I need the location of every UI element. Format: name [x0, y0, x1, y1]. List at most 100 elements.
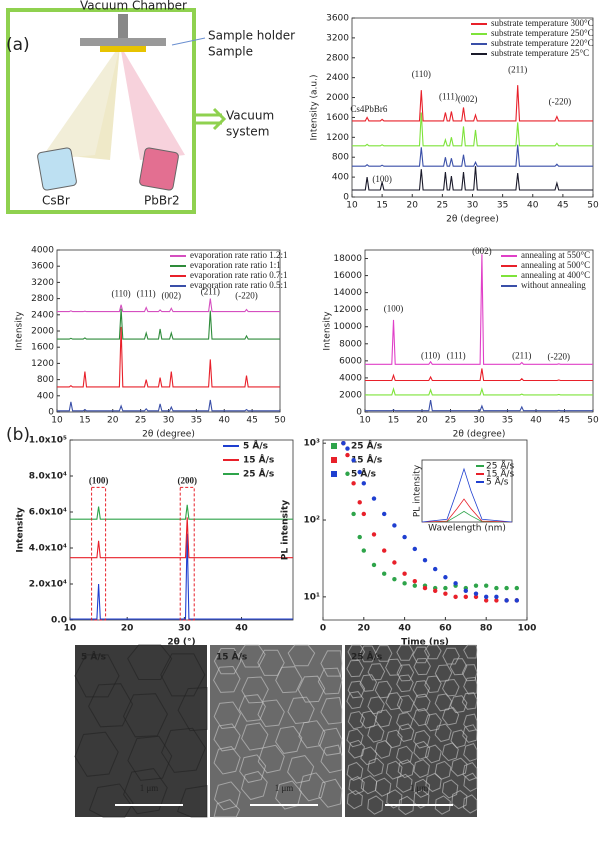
beam-right	[120, 45, 185, 160]
grain	[346, 659, 364, 678]
source-label: CsBr	[42, 194, 70, 208]
grain	[367, 724, 385, 743]
y-axis-label: Intensity (a.u.)	[310, 75, 320, 141]
data-point	[402, 571, 407, 576]
grain	[238, 644, 266, 668]
sem-image: 25 Å/s 1 μm	[345, 644, 478, 817]
x-axis-label: 2θ (degree)	[446, 215, 499, 225]
grain	[127, 644, 173, 680]
data-point	[392, 576, 397, 582]
grain	[425, 772, 442, 793]
y-tick-label: 2400	[326, 73, 349, 83]
legend-swatch	[331, 457, 337, 463]
x-tick-label: 25	[437, 201, 448, 211]
legend-label: 25 Å/s	[351, 441, 382, 452]
grain	[424, 744, 442, 764]
x-tick-label: 20	[407, 201, 419, 211]
x-axis-label: Time (ns)	[401, 638, 449, 648]
annotation: (200)	[177, 475, 197, 485]
data-point	[514, 585, 519, 591]
data-point	[514, 598, 519, 603]
legend-label: annealing at 550°C	[521, 250, 590, 260]
data-point	[494, 598, 499, 603]
data-line	[352, 166, 593, 191]
y-tick-label: 0	[343, 193, 349, 203]
x-tick-label: 40	[398, 624, 411, 634]
data-line	[57, 326, 280, 388]
plot-frame	[351, 17, 594, 198]
legend-label: without annealing	[521, 280, 586, 290]
data-point	[453, 594, 458, 600]
grain	[434, 693, 453, 712]
data-point	[345, 471, 350, 476]
data-point	[443, 585, 448, 591]
annotation: (110)	[112, 289, 131, 299]
x-tick-label: 35	[502, 416, 513, 426]
grain	[434, 723, 452, 743]
sem-image: 5 Å/s 1 μm	[74, 644, 208, 818]
pump-label: system	[226, 125, 269, 139]
data-point	[351, 511, 356, 517]
grain	[213, 799, 241, 818]
data-point	[443, 591, 448, 596]
pump-label: Vacuum	[226, 109, 274, 123]
grain	[320, 696, 343, 725]
data-point	[484, 594, 489, 600]
data-point	[345, 446, 350, 451]
grain	[434, 795, 451, 815]
x-tick-label: 25	[445, 416, 456, 426]
grain	[257, 699, 285, 728]
annotation: (100)	[372, 174, 392, 184]
legend-label: 5 Å/s	[351, 469, 376, 480]
legend-label: substrate temperature 250°C	[491, 28, 594, 38]
grain	[238, 694, 266, 722]
grain	[298, 772, 326, 802]
y-axis-label: Intensity	[15, 311, 25, 351]
y-axis-label: PL intensity	[281, 500, 291, 561]
inset-frame	[421, 459, 513, 523]
data-line	[365, 400, 593, 412]
data-point	[463, 588, 468, 593]
data-point	[443, 575, 448, 580]
grain	[413, 789, 430, 809]
grain	[424, 675, 442, 694]
y-tick-label: 1200	[326, 133, 349, 143]
scale-label: 1 μm	[410, 783, 429, 793]
annotation: (111)	[439, 92, 458, 102]
y-axis-label: Intensity	[16, 507, 26, 552]
x-tick-label: 45	[246, 416, 257, 426]
y-tick-label: 2.0x10⁴	[29, 580, 67, 590]
x-tick-label: 20	[107, 416, 119, 426]
grain	[396, 664, 415, 682]
data-point	[473, 583, 479, 588]
data-point	[357, 500, 362, 505]
x-tick-label: 50	[587, 416, 599, 426]
y-tick-label: 2800	[326, 53, 349, 63]
y-tick-label: 400	[37, 391, 54, 401]
grain	[463, 713, 478, 732]
data-line	[421, 498, 513, 523]
x-axis-label: 2θ (°)	[167, 638, 195, 648]
grain	[347, 680, 366, 699]
y-axis-label: Intensity	[323, 311, 333, 351]
data-point	[484, 583, 489, 588]
grain	[442, 678, 460, 697]
y-tick-label: 2400	[31, 310, 54, 320]
grain	[462, 724, 478, 743]
y-tick-label: 18000	[333, 254, 362, 264]
grain	[396, 745, 413, 765]
y-tick-label: 1.0x10⁵	[29, 436, 67, 446]
x-tick-label: 45	[559, 416, 570, 426]
grain	[424, 644, 442, 660]
data-point	[412, 583, 417, 588]
data-line	[421, 510, 513, 523]
y-tick-label: 2800	[31, 294, 54, 304]
grain	[374, 709, 393, 728]
y-tick-label: 10³	[304, 439, 321, 449]
legend-label: 5 Å/s	[243, 441, 268, 452]
grain	[367, 757, 384, 777]
x-axis-label: 2θ (degree)	[453, 430, 506, 440]
y-tick-label: 8000	[339, 339, 362, 349]
grain	[318, 778, 343, 808]
grain	[374, 740, 392, 759]
